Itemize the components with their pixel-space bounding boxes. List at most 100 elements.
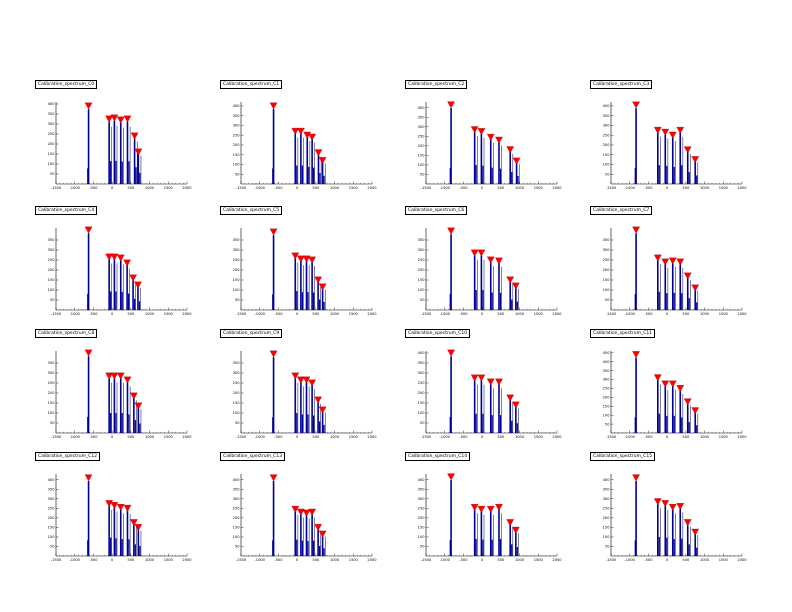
y-tick-label: 350 [418,487,426,491]
y-tick-label: 50 [605,298,610,302]
y-tick-label: 350 [48,238,56,242]
x-tick-label: -500 [459,435,468,439]
peak-marker [683,398,692,406]
peak-marker [668,131,677,139]
y-tick-label: 300 [48,371,56,375]
y-tick-label: 100 [603,163,611,167]
y-tick-label: 250 [233,258,241,262]
x-tick-label: -1000 [254,186,265,190]
x-tick-label: 500 [497,558,505,562]
x-tick-label: 1000 [700,312,710,316]
x-tick-label: 1500 [349,312,359,316]
x-tick-label: 2000 [182,312,192,316]
peak-marker [676,503,685,510]
y-tick-label: 50 [605,545,610,549]
y-tick-label: 200 [233,268,241,272]
x-tick-label: -500 [644,186,653,190]
peak-marker [477,505,486,513]
peak-marker [105,372,114,380]
peak-marker [691,528,700,536]
y-tick-label: 250 [603,133,611,137]
peak-marker [116,372,125,380]
peak-marker [134,524,143,531]
y-tick-label: 350 [233,361,241,365]
x-tick-label: 1500 [719,186,729,190]
spectrum-plot: -1500 -1000 -500 0 500 1000 1500 2000 50 100 150 20… [233,350,377,439]
y-tick-label: 150 [48,152,56,156]
peak-marker [506,394,515,402]
peak-marker [84,102,93,110]
y-tick-label: 100 [233,535,241,539]
x-tick-label: 1000 [700,558,710,562]
peak-marker [447,227,455,235]
y-tick-label: 150 [418,526,426,530]
peak-marker [269,350,278,358]
spectrum-plot: -1500 -1000 -500 0 500 1000 1500 2000 50 100 150 20… [418,227,562,316]
peak-marker [269,474,278,482]
y-tick-label: 300 [233,371,241,375]
peak-marker [691,284,700,292]
spectrum-plot: -1500 -1000 -500 0 500 1000 1500 2000 50 100 150 20… [603,351,748,439]
spectrum-plot: -1500 -1000 -500 0 500 1000 1500 2000 50 100 150 20… [48,349,192,439]
y-tick-label: 200 [603,516,611,520]
x-tick-label: 0 [666,186,669,190]
x-tick-label: 0 [296,312,299,316]
peak-marker [661,500,670,508]
y-tick-label: 400 [418,106,426,110]
peak-marker [129,274,137,282]
x-tick-label: 1500 [164,312,174,316]
x-tick-label: 1500 [349,558,359,562]
spectrum-pad: Calibration_spectrum_C13 -1500 -1000 -500 0 5… [217,452,387,570]
peak-marker [676,385,685,392]
y-tick-label: 50 [50,421,55,425]
peak-marker [302,255,311,263]
spectrum-plot: -1500 -1000 -500 0 500 1000 1500 2000 50 100 150 20… [233,102,377,190]
peak-marker [653,126,662,134]
peak-marker [291,372,300,380]
x-tick-label: 2000 [367,312,377,316]
peak-marker [447,473,455,481]
peak-marker [318,157,327,165]
x-tick-label: 500 [312,186,320,190]
peak-marker [134,148,143,156]
y-tick-label: 300 [603,497,611,501]
y-tick-label: 350 [418,238,426,242]
y-tick-label: 250 [48,132,56,136]
x-tick-label: -500 [89,435,98,439]
x-tick-label: -1000 [254,312,265,316]
x-tick-label: 1500 [719,312,729,316]
spectrum-plot: -1500 -1000 -500 0 500 1000 1500 2000 50 100 150 20… [233,474,377,562]
peak-marker [511,282,520,290]
y-tick-label: 250 [603,387,611,391]
x-tick-label: 1500 [164,186,174,190]
peak-marker [447,349,455,357]
y-tick-label: 100 [418,411,426,415]
pad-title: Calibration_spectrum_C0 [35,80,98,89]
peak-marker [477,249,486,257]
spectrum-pad: Calibration_spectrum_C15 -1500 -1000 -500 0 5… [587,452,757,570]
spectrum-pad: Calibration_spectrum_C8 -1500 -1000 -500 0 50… [32,329,202,447]
peak-marker [308,508,316,516]
y-tick-label: 200 [233,391,241,395]
peak-marker [318,530,327,538]
peak-marker [291,505,300,513]
peak-marker [105,253,114,261]
y-tick-label: 400 [233,104,241,108]
peak-marker [653,498,662,506]
y-tick-label: 150 [418,154,426,158]
y-tick-label: 150 [233,153,241,157]
y-tick-label: 150 [603,153,611,157]
y-tick-label: 50 [50,298,55,302]
x-tick-label: -1500 [51,435,62,439]
x-tick-label: 500 [682,312,690,316]
pad-title: Calibration_spectrum_C1 [220,80,283,89]
peak-marker [105,115,114,123]
peak-marker [506,146,515,154]
peak-marker [110,253,119,261]
x-tick-label: 2000 [552,435,562,439]
x-tick-label: 1000 [700,186,710,190]
x-tick-label: -1000 [254,435,265,439]
peak-marker [661,380,670,388]
spectrum-plot: -1500 -1000 -500 0 500 1000 1500 2000 50 100 150 20… [418,101,562,190]
x-tick-label: 2000 [552,312,562,316]
